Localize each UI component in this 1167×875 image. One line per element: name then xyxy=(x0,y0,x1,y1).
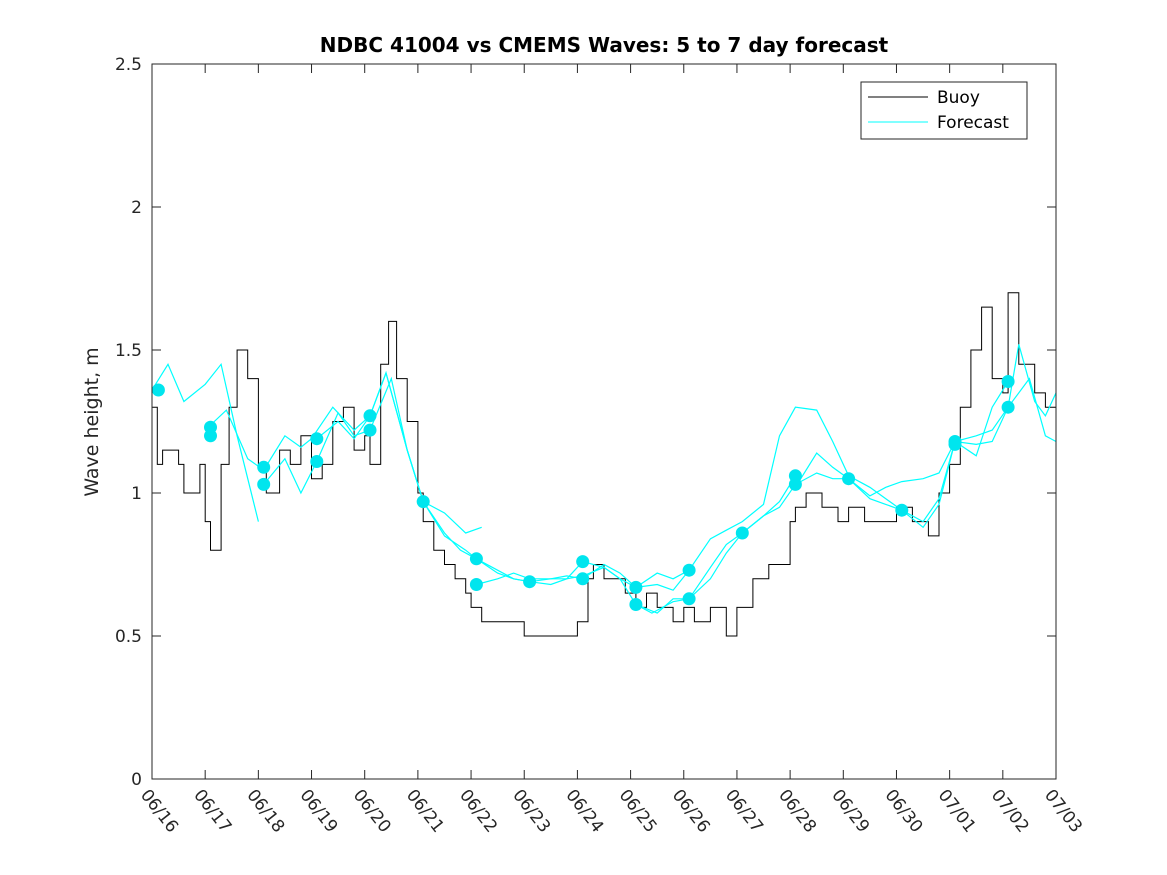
y-tick-label: 1.5 xyxy=(115,341,142,361)
forecast-init-marker xyxy=(363,409,377,423)
forecast-init-marker xyxy=(788,477,802,491)
forecast-init-marker xyxy=(682,563,696,577)
axes-box xyxy=(151,63,1057,780)
forecast-line-4 xyxy=(316,370,796,614)
forecast-init-marker xyxy=(629,598,643,611)
forecast-init-marker xyxy=(363,423,377,437)
forecast-init-marker xyxy=(629,580,643,594)
forecast-init-marker xyxy=(682,592,696,606)
legend-label-forecast: Forecast xyxy=(937,113,1009,133)
y-tick-label: 0.5 xyxy=(115,627,142,647)
forecast-init-marker xyxy=(469,578,483,591)
forecast-init-marker xyxy=(1001,375,1015,388)
y-tick-label: 2 xyxy=(131,198,142,218)
forecast-init-marker xyxy=(576,555,590,569)
y-tick-label: 0 xyxy=(131,770,142,790)
y-axis-label: Wave height, m xyxy=(81,347,103,496)
series-group xyxy=(152,292,1056,637)
forecast-init-marker xyxy=(204,429,217,443)
y-tick-label: 2.5 xyxy=(115,55,142,75)
forecast-init-marker xyxy=(152,383,165,397)
forecast-line-2 xyxy=(204,370,482,534)
forecast-init-marker xyxy=(257,477,271,491)
forecast-init-marker xyxy=(310,455,324,468)
forecast-init-marker xyxy=(895,503,909,517)
y-tick-label: 1 xyxy=(131,484,142,504)
forecast-init-marker xyxy=(948,437,962,451)
plot-area xyxy=(152,292,1056,637)
forecast-init-marker xyxy=(523,575,537,589)
forecast-init-marker xyxy=(469,552,483,566)
legend-label-buoy: Buoy xyxy=(937,88,980,108)
forecast-init-marker xyxy=(310,432,324,446)
forecast-init-marker xyxy=(735,526,749,540)
forecast-line-5 xyxy=(476,381,1009,589)
chart-title: NDBC 41004 vs CMEMS Waves: 5 to 7 day fo… xyxy=(320,33,889,57)
legend: Buoy Forecast xyxy=(860,81,1028,140)
forecast-init-marker xyxy=(257,460,271,474)
forecast-init-marker xyxy=(576,572,590,586)
forecast-init-marker xyxy=(416,495,430,509)
forecast-init-marker xyxy=(842,472,856,486)
legend-box xyxy=(860,81,1028,140)
forecast-init-marker xyxy=(1001,400,1015,414)
forecast-line-7 xyxy=(794,344,1056,529)
